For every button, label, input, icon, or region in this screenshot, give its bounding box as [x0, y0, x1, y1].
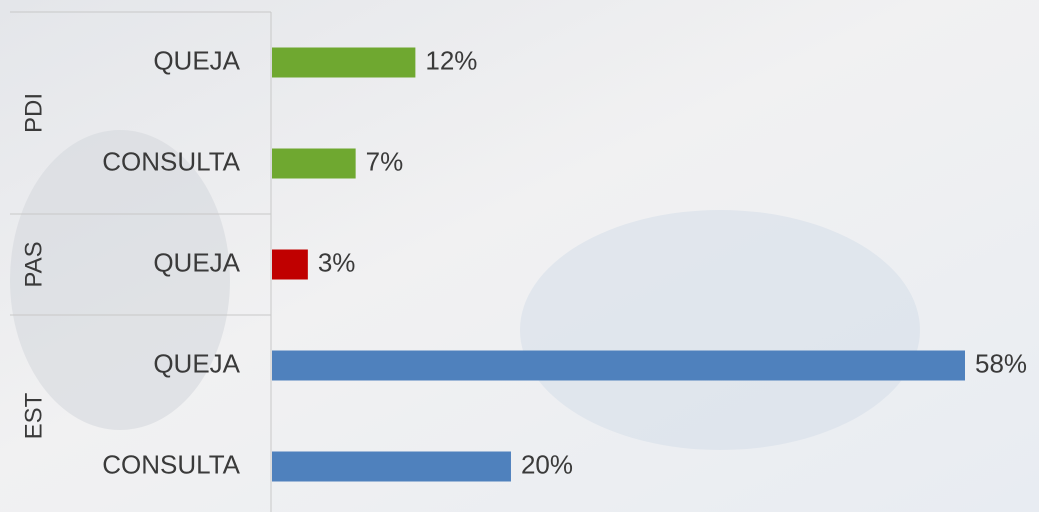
- category-label: QUEJA: [153, 247, 240, 277]
- value-label: 12%: [425, 45, 477, 75]
- category-label: CONSULTA: [102, 146, 240, 176]
- value-label: 58%: [975, 348, 1027, 378]
- value-label: 7%: [366, 146, 404, 176]
- bar: [272, 47, 416, 78]
- bar: [272, 350, 965, 381]
- value-label: 3%: [318, 247, 356, 277]
- category-label: QUEJA: [153, 45, 240, 75]
- category-label: QUEJA: [153, 348, 240, 378]
- bar: [272, 451, 511, 482]
- group-label: PDI: [20, 93, 47, 133]
- group-label: EST: [20, 392, 47, 439]
- bar: [272, 148, 356, 179]
- group-label: PAS: [20, 241, 47, 287]
- background-shape: [520, 210, 920, 450]
- value-label: 20%: [521, 449, 573, 479]
- bar: [272, 249, 308, 280]
- background-shape: [10, 130, 230, 430]
- category-label: CONSULTA: [102, 449, 240, 479]
